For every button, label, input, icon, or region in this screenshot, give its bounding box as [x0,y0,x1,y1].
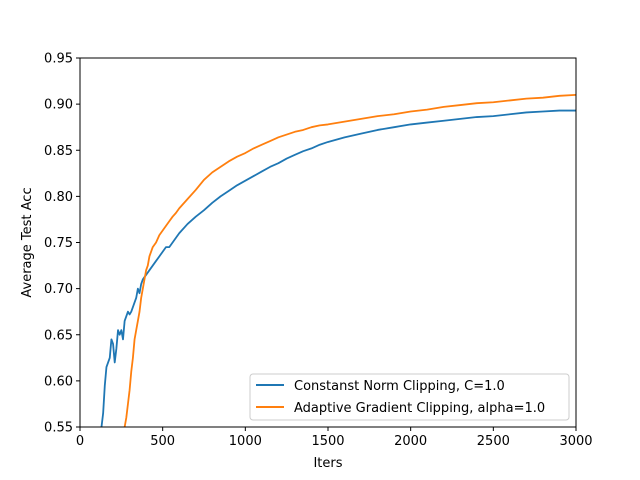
y-axis: 0.55 0.60 0.65 0.70 0.75 0.80 0.85 0.90 0.95 [44,52,80,436]
y-tick-label: 0.70 [44,282,73,297]
legend-label-adaptive: Adaptive Gradient Clipping, alpha=1.0 [294,401,545,416]
legend-label-constant-norm: Constanst Norm Clipping, C=1.0 [294,379,505,394]
y-tick-label: 0.80 [44,190,73,205]
series-line-adaptive [123,94,576,427]
x-tick-label: 2000 [394,434,427,449]
x-tick-label: 0 [76,434,84,449]
y-axis-label: Average Test Acc [20,187,35,297]
y-tick-label: 0.75 [44,236,73,251]
y-tick-label: 0.85 [44,144,73,159]
y-tick-label: 0.55 [44,421,73,436]
x-tick-label: 3000 [559,434,592,449]
x-axis: 0 500 1000 1500 2000 2500 3000 [76,427,593,449]
y-tick-label: 0.65 [44,328,73,343]
x-tick-label: 1000 [229,434,262,449]
series-layer [100,94,576,427]
y-tick-label: 0.95 [44,52,73,67]
legend: Constanst Norm Clipping, C=1.0 Adaptive … [249,373,570,421]
series-line-constant-norm [100,109,576,427]
x-tick-label: 500 [150,434,175,449]
x-tick-label: 2500 [477,434,510,449]
legend-box [249,373,570,421]
y-tick-label: 0.60 [44,374,73,389]
x-tick-label: 1500 [311,434,344,449]
x-axis-label: Iters [313,456,342,471]
y-tick-label: 0.90 [44,98,73,113]
